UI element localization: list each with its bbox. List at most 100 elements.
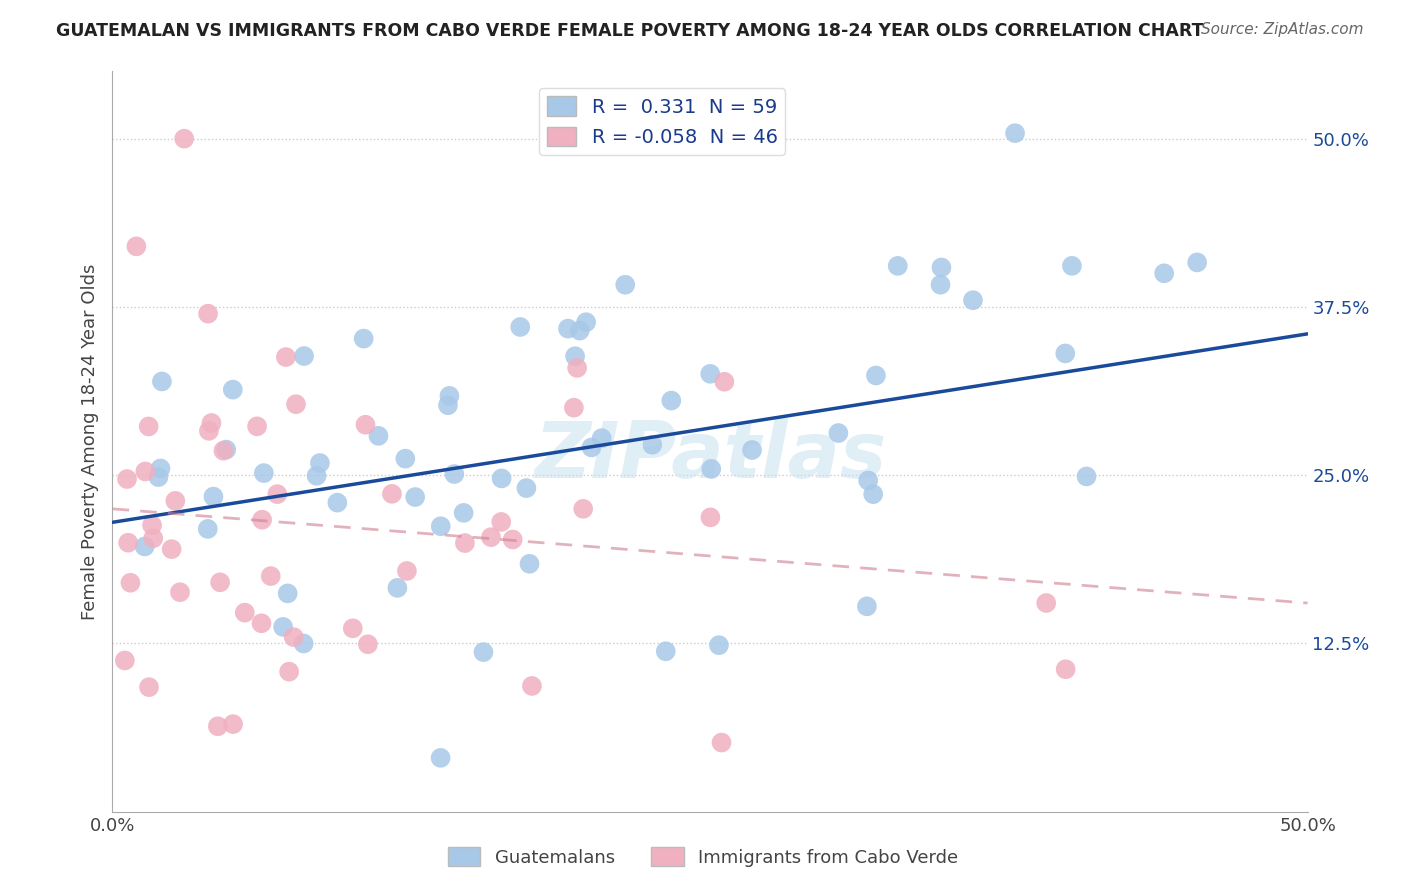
Point bbox=[614, 277, 637, 292]
Point bbox=[266, 487, 288, 501]
Point bbox=[699, 510, 721, 524]
Point bbox=[1185, 255, 1208, 269]
Point bbox=[429, 519, 451, 533]
Point bbox=[292, 349, 315, 363]
Point bbox=[212, 443, 235, 458]
Point bbox=[160, 542, 183, 557]
Point bbox=[443, 467, 465, 481]
Point bbox=[862, 487, 884, 501]
Point bbox=[1060, 259, 1083, 273]
Point bbox=[562, 401, 585, 415]
Point bbox=[125, 239, 148, 253]
Point bbox=[741, 443, 763, 458]
Point bbox=[865, 368, 887, 383]
Point bbox=[1054, 662, 1077, 676]
Point bbox=[1035, 596, 1057, 610]
Point bbox=[489, 515, 512, 529]
Point bbox=[659, 393, 682, 408]
Point bbox=[572, 501, 595, 516]
Point bbox=[138, 680, 160, 694]
Point bbox=[117, 535, 139, 549]
Point bbox=[148, 470, 170, 484]
Point bbox=[354, 417, 377, 432]
Point bbox=[381, 487, 404, 501]
Point bbox=[198, 424, 221, 438]
Point bbox=[929, 277, 952, 292]
Point bbox=[710, 735, 733, 749]
Point bbox=[472, 645, 495, 659]
Point bbox=[357, 637, 380, 651]
Point bbox=[197, 522, 219, 536]
Text: GUATEMALAN VS IMMIGRANTS FROM CABO VERDE FEMALE POVERTY AMONG 18-24 YEAR OLDS CO: GUATEMALAN VS IMMIGRANTS FROM CABO VERDE… bbox=[56, 22, 1204, 40]
Point bbox=[591, 431, 613, 445]
Point bbox=[655, 644, 678, 658]
Point bbox=[326, 495, 349, 509]
Point bbox=[222, 717, 245, 731]
Point bbox=[274, 350, 297, 364]
Point bbox=[395, 564, 418, 578]
Point bbox=[564, 349, 586, 363]
Point bbox=[169, 585, 191, 599]
Point bbox=[271, 620, 294, 634]
Point bbox=[277, 586, 299, 600]
Point bbox=[519, 557, 541, 571]
Point bbox=[887, 259, 910, 273]
Point bbox=[149, 461, 172, 475]
Point bbox=[515, 481, 537, 495]
Point bbox=[142, 531, 165, 545]
Point bbox=[292, 636, 315, 650]
Point bbox=[641, 438, 664, 452]
Point bbox=[700, 462, 723, 476]
Point bbox=[557, 321, 579, 335]
Point bbox=[120, 575, 142, 590]
Point bbox=[575, 315, 598, 329]
Point bbox=[260, 569, 283, 583]
Point bbox=[202, 490, 225, 504]
Point bbox=[827, 425, 849, 440]
Point bbox=[173, 131, 195, 145]
Y-axis label: Female Poverty Among 18-24 Year Olds: Female Poverty Among 18-24 Year Olds bbox=[80, 263, 98, 620]
Point bbox=[713, 375, 735, 389]
Point bbox=[520, 679, 543, 693]
Point bbox=[454, 536, 477, 550]
Point bbox=[305, 468, 328, 483]
Point bbox=[209, 575, 232, 590]
Point bbox=[165, 493, 187, 508]
Point bbox=[931, 260, 953, 275]
Point bbox=[285, 397, 308, 411]
Point bbox=[439, 389, 461, 403]
Point bbox=[278, 665, 301, 679]
Point bbox=[394, 451, 416, 466]
Point bbox=[283, 630, 305, 644]
Point bbox=[138, 419, 160, 434]
Point bbox=[250, 513, 273, 527]
Point bbox=[491, 471, 513, 485]
Point bbox=[207, 719, 229, 733]
Point bbox=[134, 465, 156, 479]
Point bbox=[429, 751, 451, 765]
Point bbox=[215, 442, 238, 457]
Point bbox=[453, 506, 475, 520]
Point bbox=[856, 599, 879, 614]
Point bbox=[502, 533, 524, 547]
Point bbox=[581, 441, 603, 455]
Point bbox=[150, 375, 173, 389]
Point bbox=[1004, 126, 1026, 140]
Point bbox=[509, 320, 531, 334]
Point bbox=[856, 474, 879, 488]
Point bbox=[367, 429, 389, 443]
Point bbox=[1076, 469, 1098, 483]
Point bbox=[250, 616, 273, 631]
Point bbox=[309, 456, 332, 470]
Point bbox=[115, 472, 138, 486]
Legend: R =  0.331  N = 59, R = -0.058  N = 46: R = 0.331 N = 59, R = -0.058 N = 46 bbox=[538, 88, 786, 155]
Point bbox=[565, 360, 588, 375]
Point bbox=[479, 530, 502, 544]
Point bbox=[353, 332, 375, 346]
Point bbox=[707, 638, 730, 652]
Text: ZIPatlas: ZIPatlas bbox=[534, 418, 886, 494]
Point bbox=[200, 416, 222, 430]
Point bbox=[568, 324, 591, 338]
Point bbox=[962, 293, 984, 308]
Text: Source: ZipAtlas.com: Source: ZipAtlas.com bbox=[1201, 22, 1364, 37]
